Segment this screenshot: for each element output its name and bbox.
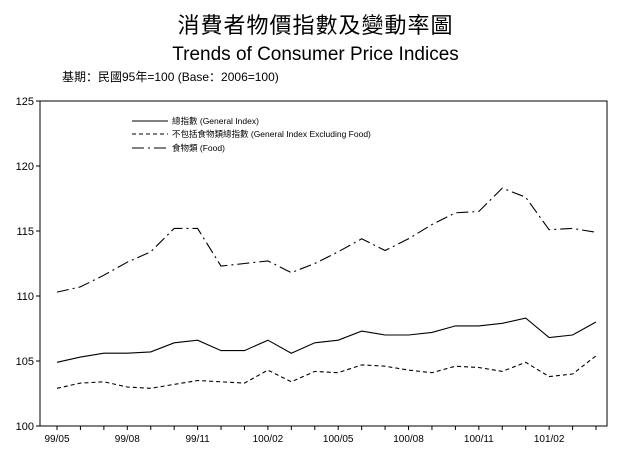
y-tick-label: 110 xyxy=(16,291,34,303)
x-tick-label: 101/02 xyxy=(534,434,565,445)
x-tick-label: 99/05 xyxy=(44,434,69,445)
y-tick-label: 125 xyxy=(16,96,34,108)
chart-title-english: Trends of Consumer Price Indices xyxy=(172,44,459,65)
y-tick-label: 115 xyxy=(16,226,34,238)
series-line-2 xyxy=(56,355,597,389)
x-tick-label: 100/02 xyxy=(253,434,284,445)
x-tick-label: 100/11 xyxy=(464,434,494,445)
x-tick-label: 99/08 xyxy=(115,434,140,445)
x-tick-label: 100/05 xyxy=(323,434,354,445)
legend-label-1: 總指數 (General Index) xyxy=(172,116,259,126)
x-tick-label: 99/11 xyxy=(185,434,210,445)
chart-title-chinese: 消費者物價指數及變動率圖 xyxy=(177,14,454,39)
series-line-3 xyxy=(56,187,597,293)
y-tick-label: 120 xyxy=(16,161,34,173)
legend-label-3: 食物類 (Food) xyxy=(172,143,225,153)
y-tick-label: 105 xyxy=(16,356,34,368)
series-line-1 xyxy=(56,317,597,363)
plot-frame xyxy=(39,100,608,427)
x-tick-label: 100/08 xyxy=(393,434,424,445)
legend-label-2: 不包括食物類總指數 (General Index Excluding Food) xyxy=(172,129,371,139)
base-period-note: 基期：民國95年=100 (Base：2006=100) xyxy=(62,70,279,84)
y-tick-label: 100 xyxy=(16,421,34,433)
